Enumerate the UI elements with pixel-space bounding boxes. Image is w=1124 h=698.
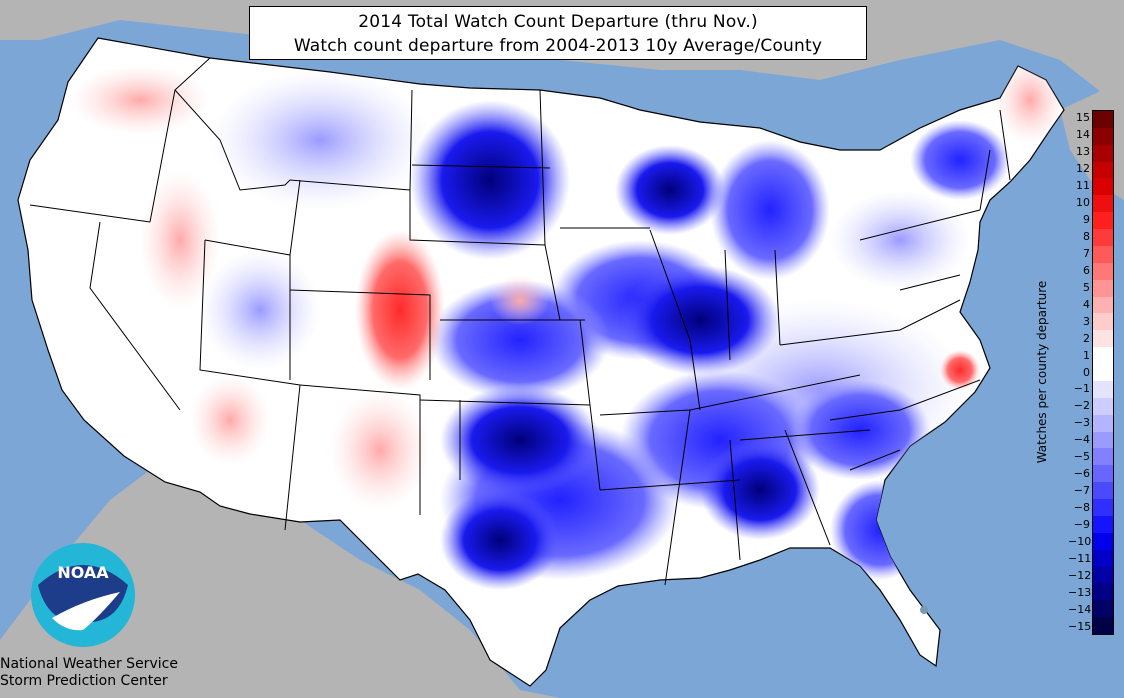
title-line-2: Watch count departure from 2004-2013 10y… [293, 36, 823, 56]
colorbar-tick-label: −6 [1073, 467, 1090, 481]
colorbar-segment [1093, 397, 1113, 416]
mexico-landmass [0, 470, 560, 698]
colorbar-segment [1093, 566, 1113, 584]
colorbar-segment [1093, 600, 1113, 618]
colorbar-tick-label: 8 [1083, 229, 1090, 243]
title-line-1: 2014 Total Watch Count Departure (thru N… [358, 12, 758, 32]
colorbar-tick-label: 14 [1076, 127, 1090, 141]
colorbar-tick-label: 15 [1076, 111, 1090, 124]
colorbar-tick-label: −1 [1073, 382, 1090, 396]
colorbar-tick-label: −4 [1073, 433, 1090, 447]
colorbar-tick-label: 0 [1083, 365, 1090, 379]
colorbar-segment [1093, 245, 1113, 264]
colorbar-segment [1093, 549, 1113, 567]
colorbar-segment [1093, 296, 1113, 314]
colorbar-segment [1093, 313, 1113, 331]
colorbar-segment [1093, 262, 1113, 281]
colorbar-tick-label: −9 [1073, 518, 1090, 532]
colorbar-segment [1093, 178, 1113, 196]
colorbar-segment [1093, 380, 1113, 399]
colorbar-segment [1093, 330, 1113, 348]
colorbar-segment [1093, 144, 1113, 163]
colorbar-tick-label: −13 [1068, 586, 1092, 600]
colorbar-tick-label: −11 [1068, 552, 1092, 566]
colorbar-tick-label: 9 [1083, 212, 1090, 226]
colorbar [1092, 110, 1114, 635]
colorbar-tick-label: −15 [1068, 620, 1092, 633]
colorbar-segment [1093, 583, 1113, 601]
colorbar-label: Watches per county departure [1035, 280, 1049, 464]
noaa-logo-text: NOAA [57, 563, 109, 582]
colorbar-segment [1093, 161, 1113, 179]
colorbar-tick-label: −14 [1068, 603, 1092, 617]
colorbar-segment [1093, 347, 1113, 365]
colorbar-segment [1093, 229, 1113, 247]
colorbar-segment [1093, 532, 1113, 551]
colorbar-segment [1093, 414, 1113, 433]
colorbar-tick-label: 3 [1083, 314, 1090, 328]
colorbar-tick-label: 5 [1083, 280, 1090, 294]
state-borders [29, 57, 1011, 586]
colorbar-segment [1093, 431, 1113, 449]
colorbar-segment [1093, 195, 1113, 213]
colorbar-segment [1093, 279, 1113, 298]
colorbar-tick-label: −8 [1073, 501, 1090, 515]
credit-line-1: National Weather Service [0, 656, 178, 672]
colorbar-segment [1093, 515, 1113, 534]
colorbar-tick-label: 10 [1076, 195, 1090, 209]
colorbar-tick-label: 1 [1083, 348, 1090, 362]
colorbar-segment [1093, 465, 1113, 483]
colorbar-tick-label: −12 [1068, 569, 1092, 583]
colorbar-segment [1093, 482, 1113, 500]
noaa-logo-icon: NOAA [31, 543, 135, 647]
colorbar-tick-label: 6 [1083, 263, 1090, 277]
colorbar-segment [1093, 499, 1113, 517]
colorbar-tick-label: −7 [1073, 484, 1090, 498]
colorbar-segment [1093, 127, 1113, 146]
colorbar-tick-label: 7 [1083, 246, 1090, 260]
colorbar-tick-label: −2 [1073, 399, 1090, 413]
colorbar-tick-label: 4 [1083, 297, 1090, 311]
lake-okeechobee [920, 606, 928, 614]
colorbar-tick-label: 13 [1076, 144, 1090, 158]
colorbar-segment [1093, 364, 1113, 382]
colorbar-segment [1093, 617, 1113, 635]
title-box: 2014 Total Watch Count Departure (thru N… [249, 6, 867, 60]
colorbar-tick-label: −5 [1073, 450, 1090, 464]
credit-line-2: Storm Prediction Center [0, 673, 168, 689]
colorbar-segment [1093, 111, 1113, 129]
colorbar-tick-label: 11 [1076, 178, 1090, 192]
colorbar-tick-label: 2 [1083, 331, 1090, 345]
colorbar-tick-label: 12 [1076, 161, 1090, 175]
colorbar-segment [1093, 212, 1113, 230]
colorbar-tick-label: −10 [1068, 535, 1092, 549]
colorbar-segment [1093, 448, 1113, 466]
colorbar-tick-label: −3 [1073, 416, 1090, 430]
